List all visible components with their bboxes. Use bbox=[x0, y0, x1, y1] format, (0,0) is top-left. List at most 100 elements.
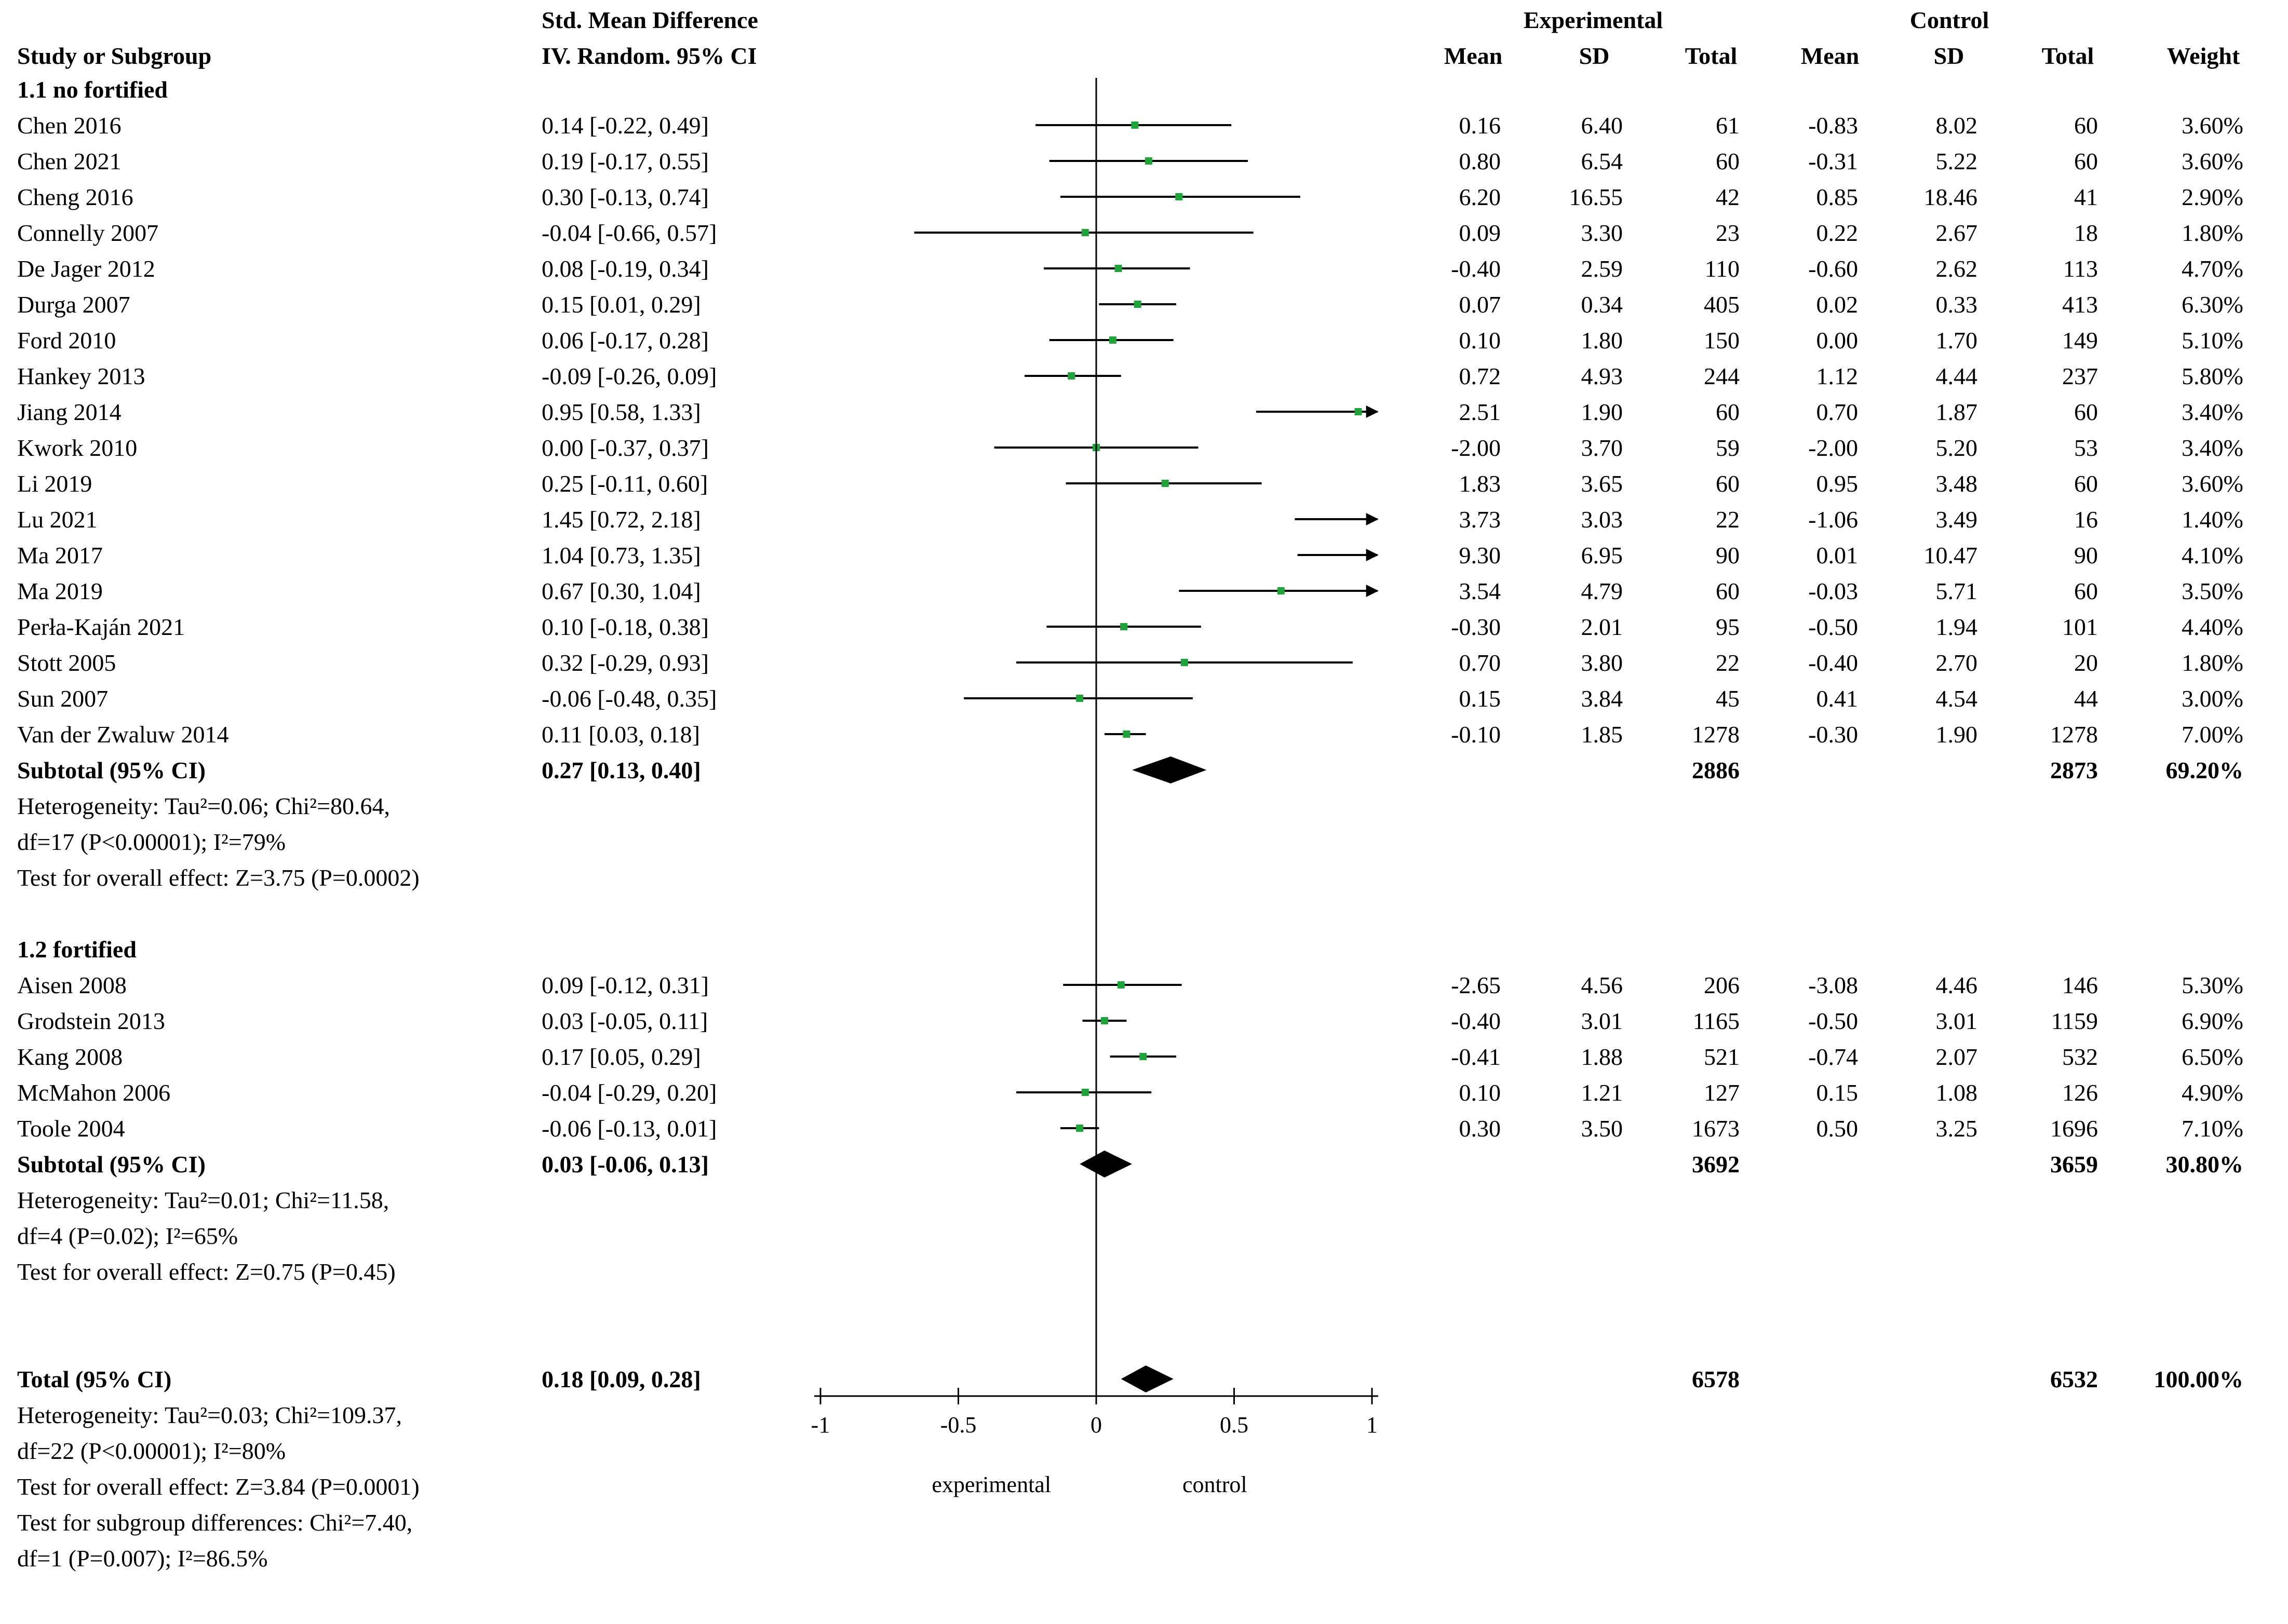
study-ci: 0.95 [0.58, 1.33] bbox=[542, 399, 701, 425]
study-exp-total: 61 bbox=[1716, 112, 1740, 139]
total-exp-total: 6578 bbox=[1692, 1366, 1740, 1392]
total-ctrl-total: 6532 bbox=[2050, 1366, 2098, 1392]
study-name: Van der Zwaluw 2014 bbox=[17, 721, 229, 748]
study-ci: -0.09 [-0.26, 0.09] bbox=[542, 363, 717, 389]
point-estimate-marker bbox=[1114, 265, 1122, 272]
study-ci: 0.06 [-0.17, 0.28] bbox=[542, 327, 709, 354]
study-ctrl-sd: 3.48 bbox=[1935, 470, 1978, 497]
point-estimate-marker bbox=[1139, 1053, 1147, 1060]
study-name: Ma 2017 bbox=[17, 542, 103, 569]
study-exp-total: 244 bbox=[1704, 363, 1740, 389]
study-weight: 3.60% bbox=[2182, 470, 2243, 497]
x-tick-label: 0.5 bbox=[1220, 1412, 1248, 1438]
study-name: Sun 2007 bbox=[17, 685, 109, 712]
study-weight: 3.60% bbox=[2182, 148, 2243, 174]
study-exp-mean: 6.20 bbox=[1459, 184, 1501, 210]
study-weight: 5.10% bbox=[2182, 327, 2243, 354]
point-estimate-marker bbox=[1131, 121, 1139, 129]
study-exp-mean: -2.65 bbox=[1451, 972, 1501, 998]
study-ctrl-mean: -0.60 bbox=[1808, 255, 1858, 282]
x-tick-label: 0 bbox=[1091, 1412, 1102, 1438]
study-exp-mean: 1.83 bbox=[1459, 470, 1501, 497]
point-estimate-marker bbox=[1180, 659, 1188, 666]
study-weight: 6.50% bbox=[2182, 1044, 2243, 1070]
study-ci: -0.04 [-0.66, 0.57] bbox=[542, 220, 717, 246]
study-weight: 4.90% bbox=[2182, 1079, 2243, 1106]
point-estimate-marker bbox=[1109, 336, 1116, 344]
study-ci: 0.09 [-0.12, 0.31] bbox=[542, 972, 709, 998]
study-ctrl-sd: 4.46 bbox=[1935, 972, 1978, 998]
study-exp-sd: 6.40 bbox=[1581, 112, 1623, 139]
study-ctrl-sd: 1.70 bbox=[1935, 327, 1978, 354]
footer-stat-text: Test for overall effect: Z=3.84 (P=0.000… bbox=[17, 1473, 420, 1500]
point-estimate-marker bbox=[1161, 480, 1169, 487]
study-exp-sd: 2.01 bbox=[1581, 614, 1623, 640]
ci-arrow-right bbox=[1366, 405, 1379, 418]
point-estimate-marker bbox=[1145, 157, 1152, 165]
study-exp-total: 521 bbox=[1704, 1044, 1740, 1070]
study-weight: 7.00% bbox=[2182, 721, 2243, 748]
study-weight: 4.70% bbox=[2182, 255, 2243, 282]
point-estimate-marker bbox=[1120, 623, 1128, 630]
study-ctrl-sd: 0.33 bbox=[1935, 291, 1978, 318]
subtotal-ctrl-total: 2873 bbox=[2050, 757, 2098, 783]
study-name: Lu 2021 bbox=[17, 506, 98, 533]
study-weight: 5.30% bbox=[2182, 972, 2243, 998]
study-ctrl-total: 113 bbox=[2063, 255, 2098, 282]
study-name: McMahon 2006 bbox=[17, 1079, 171, 1106]
column-header-ctrl-sd: SD bbox=[1933, 43, 1964, 69]
study-ci: 0.14 [-0.22, 0.49] bbox=[542, 112, 709, 139]
point-estimate-marker bbox=[1117, 981, 1125, 989]
study-ci: 1.04 [0.73, 1.35] bbox=[542, 542, 701, 569]
study-weight: 7.10% bbox=[2182, 1115, 2243, 1142]
total-label: Total (95% CI) bbox=[17, 1366, 172, 1392]
study-exp-sd: 4.56 bbox=[1581, 972, 1623, 998]
study-name: Chen 2021 bbox=[17, 148, 122, 174]
total-ci: 0.18 [0.09, 0.28] bbox=[542, 1366, 701, 1392]
column-header-weight: Weight bbox=[2166, 43, 2240, 69]
point-estimate-marker bbox=[1068, 372, 1075, 380]
study-ci: -0.06 [-0.48, 0.35] bbox=[542, 685, 717, 712]
study-ctrl-sd: 5.22 bbox=[1935, 148, 1978, 174]
study-exp-sd: 3.84 bbox=[1581, 685, 1623, 712]
study-ctrl-total: 41 bbox=[2074, 184, 2098, 210]
study-exp-total: 1278 bbox=[1692, 721, 1740, 748]
study-ctrl-sd: 3.01 bbox=[1935, 1008, 1978, 1034]
study-ctrl-total: 532 bbox=[2062, 1044, 2098, 1070]
study-name: Perła-Kaján 2021 bbox=[17, 614, 185, 640]
study-ctrl-sd: 3.49 bbox=[1935, 506, 1978, 533]
favours-control-label: control bbox=[1182, 1472, 1247, 1497]
study-exp-sd: 3.80 bbox=[1581, 649, 1623, 676]
study-exp-total: 60 bbox=[1716, 148, 1740, 174]
subtotal-diamond bbox=[1080, 1151, 1133, 1178]
x-tick-label: 1 bbox=[1366, 1412, 1378, 1438]
study-ctrl-mean: 0.15 bbox=[1816, 1079, 1859, 1106]
study-ctrl-sd: 2.07 bbox=[1935, 1044, 1978, 1070]
study-weight: 1.40% bbox=[2182, 506, 2243, 533]
study-ctrl-sd: 1.08 bbox=[1935, 1079, 1978, 1106]
total-weight: 100.00% bbox=[2154, 1366, 2244, 1392]
study-ctrl-total: 237 bbox=[2062, 363, 2098, 389]
study-ctrl-mean: 0.01 bbox=[1816, 542, 1859, 569]
study-exp-mean: -0.10 bbox=[1451, 721, 1501, 748]
study-weight: 4.40% bbox=[2182, 614, 2243, 640]
study-exp-total: 206 bbox=[1704, 972, 1740, 998]
point-estimate-marker bbox=[1081, 1089, 1089, 1096]
footer-stat-text: Heterogeneity: Tau²=0.03; Chi²=109.37, bbox=[17, 1402, 402, 1428]
study-exp-total: 127 bbox=[1704, 1079, 1740, 1106]
study-ctrl-sd: 1.90 bbox=[1935, 721, 1978, 748]
study-ctrl-mean: 0.41 bbox=[1816, 685, 1859, 712]
study-ctrl-total: 18 bbox=[2074, 220, 2098, 246]
study-ctrl-sd: 1.94 bbox=[1935, 614, 1978, 640]
study-ctrl-total: 60 bbox=[2074, 112, 2098, 139]
study-exp-mean: 0.09 bbox=[1459, 220, 1501, 246]
footer-stat-text: Test for subgroup differences: Chi²=7.40… bbox=[17, 1509, 413, 1536]
study-exp-sd: 1.88 bbox=[1581, 1044, 1623, 1070]
study-exp-total: 22 bbox=[1716, 649, 1740, 676]
study-ci: 0.11 [0.03, 0.18] bbox=[542, 721, 700, 748]
study-exp-sd: 4.79 bbox=[1581, 578, 1623, 604]
study-exp-sd: 4.93 bbox=[1581, 363, 1623, 389]
study-ctrl-mean: 0.50 bbox=[1816, 1115, 1859, 1142]
study-exp-total: 42 bbox=[1716, 184, 1740, 210]
footer-stat-text: df=22 (P<0.00001); I²=80% bbox=[17, 1438, 286, 1464]
